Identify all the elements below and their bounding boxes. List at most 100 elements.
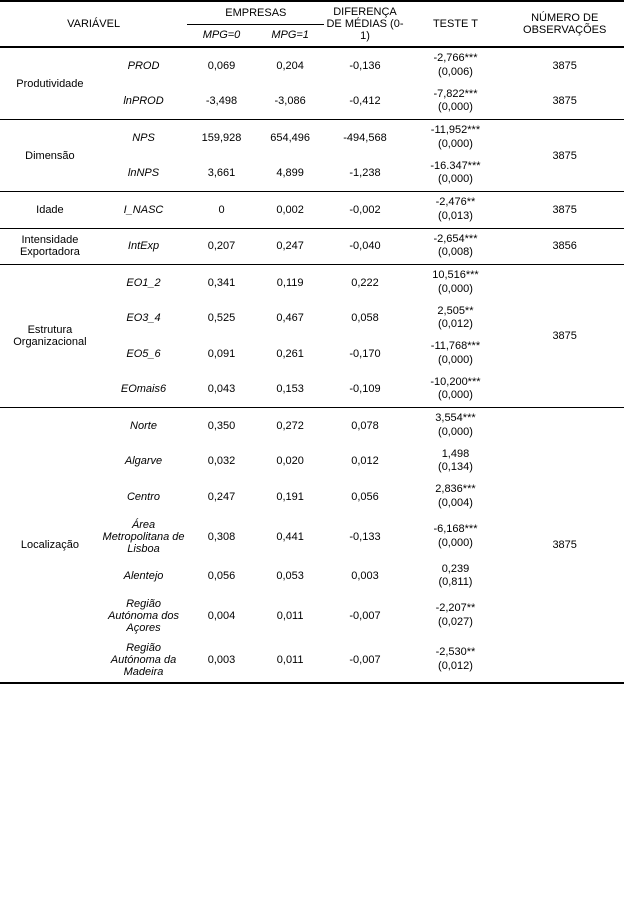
t-stat: -11,768*** bbox=[408, 340, 504, 354]
cell-mpg0: 0,043 bbox=[187, 372, 256, 408]
cell-teste-t: -2,654***(0,008) bbox=[406, 228, 506, 265]
t-pvalue: (0,027) bbox=[408, 616, 504, 630]
cell-mpg0: 0,308 bbox=[187, 515, 256, 559]
variable-name: EOmais6 bbox=[100, 372, 187, 408]
cell-mpg1: 0,441 bbox=[256, 515, 325, 559]
header-observacoes: NÚMERO DE OBSERVAÇÕES bbox=[505, 1, 624, 47]
cell-diff: 0,012 bbox=[324, 444, 405, 480]
cell-mpg1: 0,153 bbox=[256, 372, 325, 408]
cell-mpg1: 654,496 bbox=[256, 120, 325, 156]
cell-mpg1: 0,247 bbox=[256, 228, 325, 265]
cell-mpg1: 0,191 bbox=[256, 479, 325, 515]
header-mpg0: MPG=0 bbox=[203, 29, 241, 41]
t-stat: -2,476** bbox=[408, 196, 504, 210]
cell-mpg1: 0,002 bbox=[256, 192, 325, 229]
cell-teste-t: -2,766***(0,006) bbox=[406, 47, 506, 84]
cell-mpg1: 0,011 bbox=[256, 594, 325, 638]
cell-teste-t: 2,836***(0,004) bbox=[406, 479, 506, 515]
t-stat: 3,554*** bbox=[408, 412, 504, 426]
cell-mpg1: 4,899 bbox=[256, 156, 325, 192]
cell-diff: -0,170 bbox=[324, 336, 405, 372]
cell-mpg0: 159,928 bbox=[187, 120, 256, 156]
cell-diff: -0,002 bbox=[324, 192, 405, 229]
t-pvalue: (0,000) bbox=[408, 101, 504, 115]
cell-mpg1: 0,053 bbox=[256, 559, 325, 595]
variable-name: Centro bbox=[100, 479, 187, 515]
cell-diff: -1,238 bbox=[324, 156, 405, 192]
cell-observacoes: 3875 bbox=[505, 265, 624, 408]
t-stat: -2,654*** bbox=[408, 233, 504, 247]
cell-teste-t: 3,554***(0,000) bbox=[406, 408, 506, 444]
cell-mpg0: 0,207 bbox=[187, 228, 256, 265]
cell-mpg1: 0,011 bbox=[256, 638, 325, 683]
t-stat: -10,200*** bbox=[408, 376, 504, 390]
cell-mpg1: -3,086 bbox=[256, 84, 325, 120]
t-stat: -2,207** bbox=[408, 602, 504, 616]
header-diferenca: DIFERENÇA DE MÉDIAS (0-1) bbox=[324, 1, 405, 47]
header-variavel: VARIÁVEL bbox=[0, 1, 187, 47]
cell-mpg0: 0,525 bbox=[187, 301, 256, 337]
t-pvalue: (0,000) bbox=[408, 283, 504, 297]
t-stat: -6,168*** bbox=[408, 523, 504, 537]
variable-name: lnPROD bbox=[100, 84, 187, 120]
variable-name: NPS bbox=[100, 120, 187, 156]
variable-name: EO3_4 bbox=[100, 301, 187, 337]
cell-teste-t: -11,768***(0,000) bbox=[406, 336, 506, 372]
t-stat: 2,836*** bbox=[408, 483, 504, 497]
header-teste-t: TESTE T bbox=[406, 1, 506, 47]
cell-diff: 0,078 bbox=[324, 408, 405, 444]
cell-mpg1: 0,020 bbox=[256, 444, 325, 480]
cell-diff: 0,058 bbox=[324, 301, 405, 337]
cell-teste-t: 10,516***(0,000) bbox=[406, 265, 506, 301]
variable-name: Norte bbox=[100, 408, 187, 444]
cell-diff: -494,568 bbox=[324, 120, 405, 156]
t-stat: -2,766*** bbox=[408, 52, 504, 66]
cell-diff: 0,056 bbox=[324, 479, 405, 515]
group-label: Estrutura Organizacional bbox=[0, 265, 100, 408]
cell-teste-t: -11,952***(0,000) bbox=[406, 120, 506, 156]
cell-mpg0: -3,498 bbox=[187, 84, 256, 120]
cell-mpg1: 0,204 bbox=[256, 47, 325, 84]
cell-diff: -0,040 bbox=[324, 228, 405, 265]
t-pvalue: (0,008) bbox=[408, 246, 504, 260]
t-pvalue: (0,134) bbox=[408, 461, 504, 475]
t-stat: 0,239 bbox=[408, 563, 504, 577]
variable-name: IntExp bbox=[100, 228, 187, 265]
cell-mpg1: 0,261 bbox=[256, 336, 325, 372]
cell-teste-t: -6,168***(0,000) bbox=[406, 515, 506, 559]
cell-diff: 0,222 bbox=[324, 265, 405, 301]
cell-teste-t: 0,239(0,811) bbox=[406, 559, 506, 595]
t-pvalue: (0,000) bbox=[408, 426, 504, 440]
cell-teste-t: -2,530**(0,012) bbox=[406, 638, 506, 683]
t-pvalue: (0,006) bbox=[408, 66, 504, 80]
cell-observacoes: 3875 bbox=[505, 408, 624, 684]
cell-teste-t: -2,476**(0,013) bbox=[406, 192, 506, 229]
variable-name: Área Metropolitana de Lisboa bbox=[100, 515, 187, 559]
cell-diff: 0,003 bbox=[324, 559, 405, 595]
group-label: Idade bbox=[0, 192, 100, 229]
cell-teste-t: 2,505**(0,012) bbox=[406, 301, 506, 337]
variable-name: Região Autónoma dos Açores bbox=[100, 594, 187, 638]
t-stat: -16.347*** bbox=[408, 160, 504, 174]
cell-mpg0: 0,032 bbox=[187, 444, 256, 480]
cell-teste-t: -16.347***(0,000) bbox=[406, 156, 506, 192]
t-stat: 10,516*** bbox=[408, 269, 504, 283]
group-label: Localização bbox=[0, 408, 100, 684]
t-stat: -7,822*** bbox=[408, 88, 504, 102]
variable-name: Região Autónoma da Madeira bbox=[100, 638, 187, 683]
variable-name: Algarve bbox=[100, 444, 187, 480]
t-pvalue: (0,013) bbox=[408, 210, 504, 224]
t-pvalue: (0,000) bbox=[408, 389, 504, 403]
cell-teste-t: -2,207**(0,027) bbox=[406, 594, 506, 638]
cell-mpg0: 0,247 bbox=[187, 479, 256, 515]
cell-mpg0: 0,091 bbox=[187, 336, 256, 372]
cell-mpg0: 0,056 bbox=[187, 559, 256, 595]
cell-mpg0: 3,661 bbox=[187, 156, 256, 192]
t-stat: -11,952*** bbox=[408, 124, 504, 138]
cell-diff: -0,133 bbox=[324, 515, 405, 559]
group-label: Produtividade bbox=[0, 47, 100, 120]
cell-mpg0: 0,069 bbox=[187, 47, 256, 84]
t-stat: 2,505** bbox=[408, 305, 504, 319]
t-pvalue: (0,000) bbox=[408, 138, 504, 152]
t-pvalue: (0,012) bbox=[408, 660, 504, 674]
